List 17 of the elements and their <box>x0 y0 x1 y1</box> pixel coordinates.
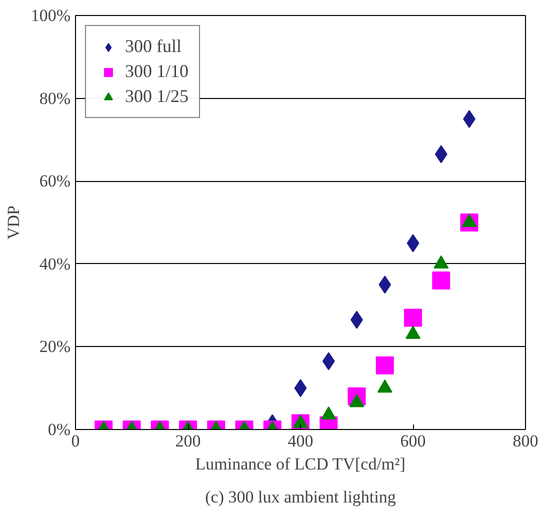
legend-label: 300 1/25 <box>125 86 189 107</box>
x-tick-label: 400 <box>288 432 314 450</box>
y-tick-label: 40% <box>39 254 71 274</box>
x-tick-label: 200 <box>175 432 201 450</box>
x-axis-title: Luminance of LCD TV[cd/m²] <box>195 454 406 474</box>
y-tick-label: 80% <box>39 88 71 108</box>
y-tick-label: 0% <box>48 420 71 439</box>
y-tick-label: 60% <box>39 172 71 191</box>
y-tick-label: 100% <box>30 6 71 25</box>
x-tick-label: 0 <box>71 432 80 450</box>
y-axis-title: VDP <box>4 205 23 240</box>
legend-label: 300 full <box>125 36 182 57</box>
y-tick-label: 20% <box>39 337 71 356</box>
legend-label: 300 1/10 <box>125 61 189 82</box>
text: (c) 300 lux ambient lighting <box>205 488 396 506</box>
x-tick-label: 600 <box>400 432 426 450</box>
x-tick-label: 800 <box>512 432 538 450</box>
